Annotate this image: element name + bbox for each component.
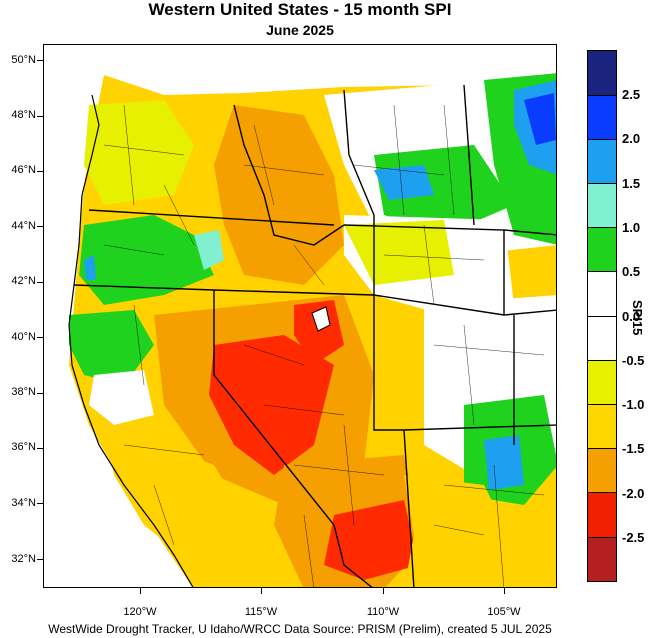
lon-tick xyxy=(261,588,262,594)
lat-tick xyxy=(37,448,43,449)
lat-label-48: 48°N xyxy=(11,109,36,121)
lon-tick xyxy=(504,588,505,594)
legend-swatch xyxy=(588,405,616,449)
lat-tick xyxy=(37,337,43,338)
legend-swatch xyxy=(588,361,616,405)
lon-label-120: 120°W xyxy=(123,606,157,618)
legend-swatch xyxy=(588,272,616,317)
legend-colorbar xyxy=(587,50,617,582)
region-wyoming-slightly-dry xyxy=(344,220,454,285)
region-montana-very-wet xyxy=(374,165,434,200)
lat-tick xyxy=(37,503,43,504)
legend-tick-label: 0.5 xyxy=(622,264,641,279)
lon-label-115: 115°W xyxy=(244,606,278,618)
region-utah-severe xyxy=(294,300,344,365)
lat-tick xyxy=(37,559,43,560)
region-colorado-very-wet xyxy=(484,435,524,490)
region-newmexico-dry xyxy=(404,475,514,587)
spi-map xyxy=(43,44,557,588)
lat-label-50: 50°N xyxy=(11,54,36,66)
lon-label-105: 105°W xyxy=(487,606,521,618)
legend-swatch xyxy=(588,449,616,493)
lat-tick xyxy=(37,393,43,394)
legend-tick-label: -2.5 xyxy=(622,530,645,545)
region-norcal-wet xyxy=(69,310,154,385)
lon-tick xyxy=(383,588,384,594)
lat-label-46: 46°N xyxy=(11,164,36,176)
lat-label-42: 42°N xyxy=(11,275,36,287)
legend-tick-label: -1.5 xyxy=(622,441,645,456)
lat-label-40: 40°N xyxy=(11,331,36,343)
chart-subtitle: June 2025 xyxy=(266,22,334,38)
county-borders xyxy=(103,104,545,587)
legend-swatch xyxy=(588,184,616,228)
legend-tick-label: -0.5 xyxy=(622,353,645,368)
legend-tick-label: 2.0 xyxy=(622,131,641,146)
state-borders xyxy=(73,84,556,587)
lat-label-36: 36°N xyxy=(11,441,36,453)
legend-swatch xyxy=(588,317,616,361)
legend-swatch xyxy=(588,493,616,538)
region-great-basin-severe xyxy=(209,335,334,475)
lat-tick xyxy=(37,171,43,172)
region-arizona-severe xyxy=(324,500,419,580)
lat-label-38: 38°N xyxy=(11,386,36,398)
lat-label-34: 34°N xyxy=(11,497,36,509)
legend-tick-label: 0.0 xyxy=(622,309,641,324)
region-pnw-normal xyxy=(84,100,194,205)
lat-tick xyxy=(37,116,43,117)
lat-tick xyxy=(37,60,43,61)
legend-swatch xyxy=(588,51,616,96)
lat-tick xyxy=(37,282,43,283)
chart-title: Western United States - 15 month SPI xyxy=(148,0,452,19)
lon-tick xyxy=(140,588,141,594)
lat-label-44: 44°N xyxy=(11,220,36,232)
region-norcal-normal xyxy=(89,370,154,425)
region-socal-dry xyxy=(104,425,244,565)
region-oregon-very-wet xyxy=(194,230,224,270)
region-great-salt-lake xyxy=(311,306,331,332)
legend-tick-label: 1.5 xyxy=(622,176,641,191)
legend-swatch xyxy=(588,228,616,272)
lon-label-110: 110°W xyxy=(366,606,400,618)
legend-swatch xyxy=(588,96,616,140)
spi-map-canvas xyxy=(44,45,556,587)
region-ne-corner-extreme xyxy=(524,93,556,145)
legend-swatch xyxy=(588,140,616,184)
lat-label-32: 32°N xyxy=(11,553,36,565)
legend-tick-label: -1.0 xyxy=(622,397,645,412)
legend-swatch xyxy=(588,538,616,581)
legend-title: SPI15 xyxy=(630,300,645,336)
footer-credit: WestWide Drought Tracker, U Idaho/WRCC D… xyxy=(48,622,552,636)
region-oregon-blue xyxy=(84,255,96,280)
region-oregon-wet xyxy=(79,215,214,305)
lat-tick xyxy=(37,226,43,227)
coastline xyxy=(68,94,194,587)
legend-tick-label: 2.5 xyxy=(622,87,641,102)
legend-tick-label: -2.0 xyxy=(622,486,645,501)
legend-tick-label: 1.0 xyxy=(622,220,641,235)
